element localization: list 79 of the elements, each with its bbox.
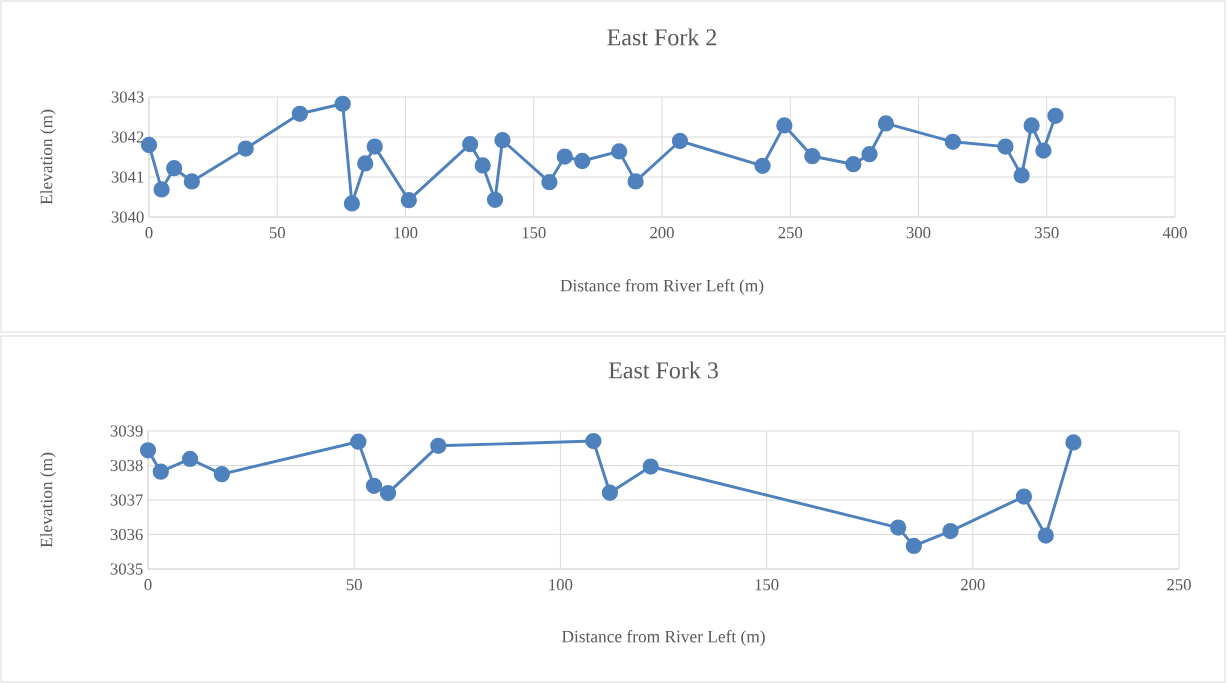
point — [462, 136, 479, 153]
x-tick-label: 350 — [1035, 227, 1059, 239]
point — [804, 148, 821, 165]
x-tick-label: 300 — [906, 227, 931, 239]
point — [494, 132, 511, 149]
point — [1035, 142, 1052, 159]
point — [997, 138, 1014, 155]
point — [877, 115, 895, 132]
point — [890, 519, 907, 536]
y-tick-label: 3041 — [111, 171, 144, 183]
x-tick-label: 200 — [650, 227, 674, 239]
x-tick-label: 150 — [755, 579, 779, 591]
y-tick-label: 3042 — [111, 131, 144, 143]
point — [366, 138, 383, 155]
y-axis-title: Elevation (m) — [40, 109, 56, 205]
point — [357, 155, 374, 172]
y-tick-label: 3038 — [110, 459, 143, 472]
point — [153, 181, 170, 198]
point — [845, 156, 862, 173]
point — [611, 143, 628, 160]
x-tick-label: 50 — [346, 579, 362, 591]
point — [671, 132, 689, 150]
chart-title: East Fork 3 — [608, 361, 718, 379]
point — [365, 477, 383, 494]
point — [944, 133, 962, 150]
point — [474, 157, 491, 174]
point — [291, 105, 308, 122]
point — [343, 195, 361, 212]
y-tick-label: 3037 — [110, 494, 143, 506]
x-tick-label: 250 — [1167, 579, 1191, 591]
x-tick-label: 100 — [549, 579, 573, 591]
x-tick-label: 0 — [144, 579, 152, 591]
y-tick-label: 3043 — [111, 91, 144, 103]
point — [556, 148, 573, 165]
point — [942, 522, 959, 540]
x-tick-label: 50 — [269, 227, 285, 239]
point — [905, 537, 922, 555]
point — [1047, 107, 1064, 124]
point — [1065, 434, 1082, 451]
x-axis-title: Distance from River Left (m) — [560, 279, 764, 295]
x-tick-label: 150 — [522, 227, 546, 239]
point — [1023, 117, 1040, 134]
point — [400, 192, 417, 209]
point — [1015, 488, 1033, 505]
point — [776, 117, 793, 134]
point — [213, 465, 230, 483]
x-axis-title: Distance from River Left (m) — [561, 630, 765, 646]
y-tick-label: 3039 — [110, 425, 143, 437]
point — [183, 173, 200, 190]
y-tick-label: 3036 — [110, 528, 143, 541]
point — [379, 484, 397, 502]
point — [627, 173, 644, 190]
chart-title: East Fork 2 — [607, 28, 717, 46]
x-tick-label: 250 — [778, 227, 803, 239]
point — [861, 146, 878, 163]
y-tick-label: 3040 — [111, 211, 144, 223]
point — [585, 432, 602, 450]
point — [574, 152, 591, 170]
point — [181, 450, 199, 468]
y-tick-label: 3035 — [110, 563, 143, 575]
point — [541, 174, 558, 191]
x-tick-label: 200 — [961, 579, 985, 591]
point — [152, 463, 169, 480]
x-tick-label: 0 — [145, 227, 153, 239]
point — [754, 157, 771, 174]
y-axis-title: Elevation (m) — [40, 452, 56, 548]
point — [642, 458, 659, 475]
point — [350, 433, 367, 450]
x-tick-label: 400 — [1162, 227, 1187, 239]
point — [601, 484, 619, 501]
point — [237, 140, 254, 157]
point — [334, 95, 351, 112]
x-tick-label: 100 — [394, 227, 418, 239]
point — [139, 442, 157, 459]
point — [1037, 527, 1054, 544]
point — [430, 437, 447, 454]
point — [1013, 167, 1030, 184]
point — [486, 191, 504, 208]
point — [166, 160, 183, 177]
